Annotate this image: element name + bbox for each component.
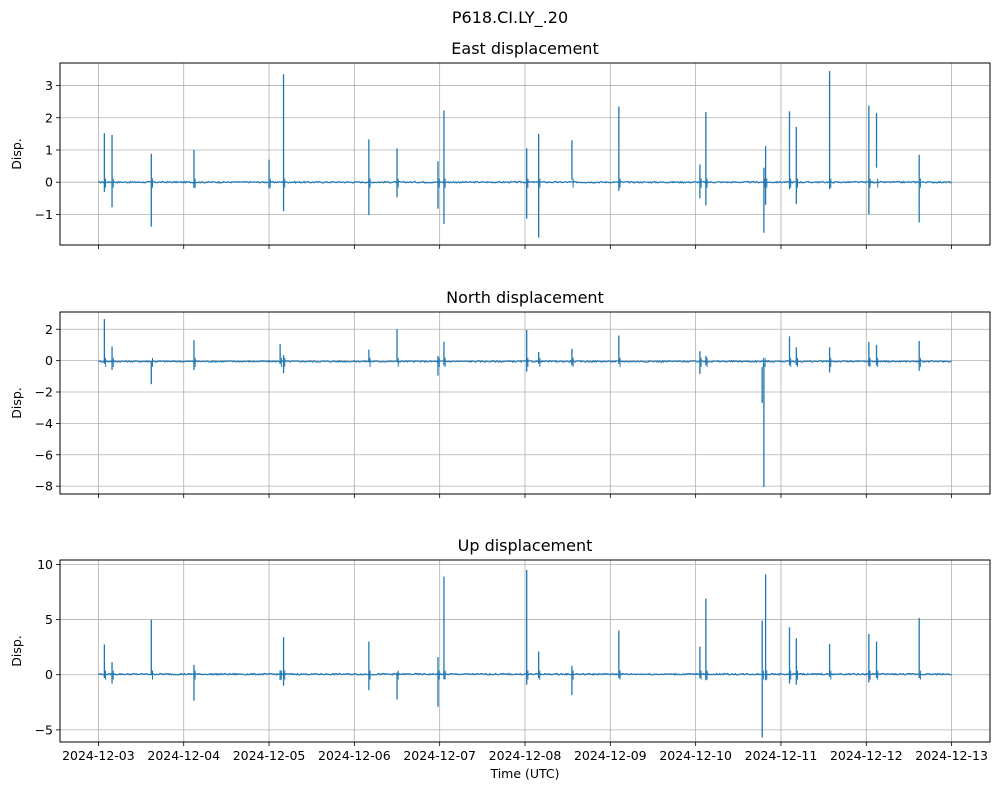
north-panel: North displacement −8 −6 −4 −2 0 2 Disp.	[9, 288, 991, 498]
east-title: East displacement	[451, 39, 598, 58]
north-axes-frame	[59, 311, 991, 495]
north-title: North displacement	[446, 288, 604, 307]
up-panel: Up displacement 2024-12-03 2024-12-04 2024-…	[9, 536, 991, 781]
east-ytick-label: 0	[45, 175, 53, 190]
north-ytick-label: −8	[35, 479, 53, 494]
up-ytick-label: 10	[37, 557, 53, 572]
up-xtick-label: 2024-12-09	[574, 748, 647, 763]
up-xlabel: Time (UTC)	[489, 766, 559, 781]
figure-suptitle: P618.CI.LY_.20	[452, 8, 568, 28]
up-xtick-label: 2024-12-13	[915, 748, 988, 763]
up-axes-frame	[59, 559, 991, 743]
up-xtick-label: 2024-12-05	[233, 748, 306, 763]
up-xtick-label: 2024-12-12	[830, 748, 903, 763]
up-ytick-label: 0	[45, 667, 53, 682]
east-ytick-label: 2	[45, 110, 53, 125]
east-ytick-label: 1	[45, 142, 53, 157]
up-series-line	[98, 672, 952, 676]
east-ylabel: Disp.	[9, 138, 24, 170]
up-xtick-label: 2024-12-11	[745, 748, 818, 763]
north-ytick-label: −4	[35, 416, 53, 431]
up-ytick-label: 5	[45, 612, 53, 627]
north-series-line	[97, 359, 952, 364]
up-xtick-label: 2024-12-07	[403, 748, 476, 763]
north-ytick-label: 2	[45, 322, 53, 337]
north-ylabel: Disp.	[9, 387, 24, 419]
up-xtick-label: 2024-12-03	[62, 748, 135, 763]
up-xtick-label: 2024-12-10	[659, 748, 732, 763]
east-ytick-label: −1	[35, 207, 53, 222]
up-xtick-label: 2024-12-04	[147, 748, 220, 763]
up-ylabel: Disp.	[9, 635, 24, 667]
north-ytick-label: −6	[35, 447, 53, 462]
east-axes-frame	[59, 62, 991, 246]
up-xtick-label: 2024-12-06	[318, 748, 391, 763]
up-ytick-label: −5	[35, 722, 53, 737]
up-title: Up displacement	[458, 536, 593, 555]
north-ytick-label: 0	[45, 353, 53, 368]
up-xtick-label: 2024-12-08	[489, 748, 562, 763]
east-panel: East displacement −1 0 1 2 3 Disp.	[9, 39, 991, 249]
east-series-line	[98, 180, 952, 184]
north-ytick-label: −2	[35, 385, 53, 400]
east-ytick-label: 3	[45, 78, 53, 93]
